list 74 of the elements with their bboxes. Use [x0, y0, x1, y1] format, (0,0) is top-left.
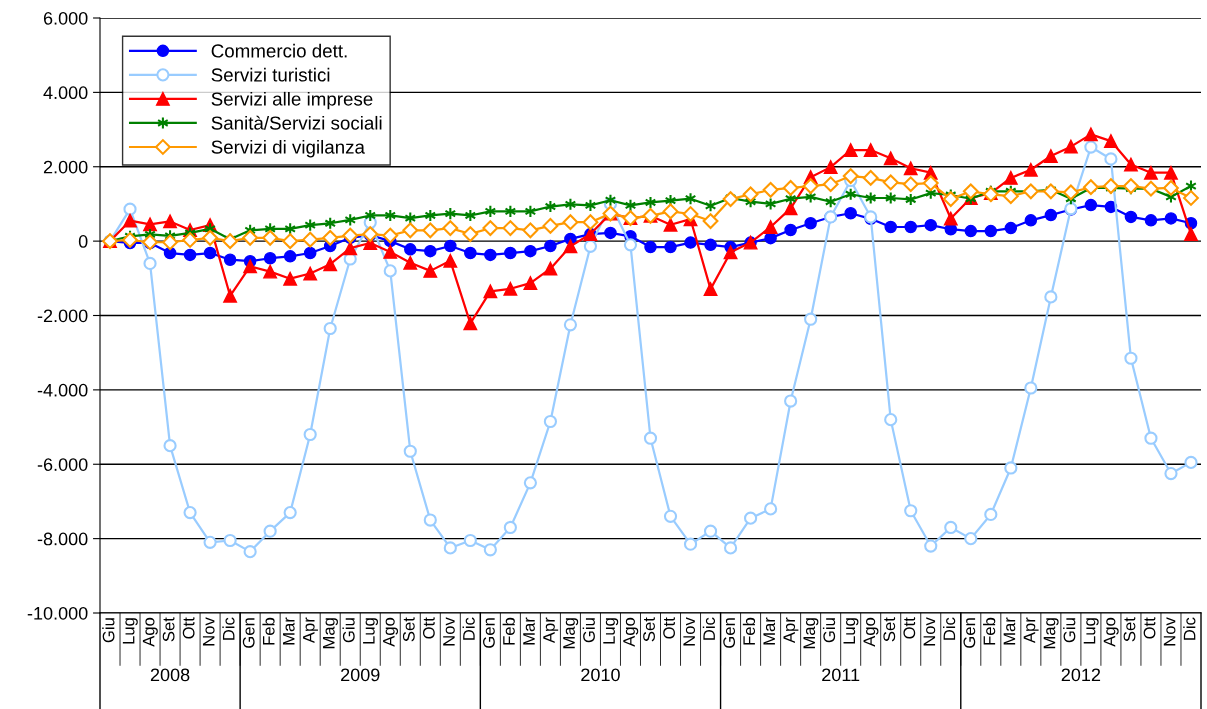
x-tick-label: Mag [803, 618, 819, 649]
x-tick-label: Giu [342, 618, 355, 643]
x-tick-label: Set [883, 617, 896, 642]
x-tick-label: Apr [1023, 617, 1039, 644]
x-tick-label: Lug [843, 618, 859, 644]
x-tick-label: Giu [1063, 618, 1076, 643]
x-tick-label: Ott [1143, 617, 1156, 639]
x-tick-label: Mar [763, 617, 776, 645]
x-tick-label: Nov [923, 617, 936, 646]
x-tick-label: Ott [903, 617, 916, 639]
text: 2012 [1061, 668, 1101, 682]
y-tick-label: -6.000 [37, 458, 88, 471]
y-tick-label: -2.000 [37, 309, 88, 323]
x-tick-label: Dic [462, 617, 475, 640]
legend-label: Servizi di vigilanza [211, 139, 365, 158]
y-tick-label: -8.000 [37, 532, 88, 546]
x-tick-label: Dic [943, 617, 956, 640]
x-tick-label: Feb [983, 617, 996, 645]
x-tick-label: Mag [563, 618, 579, 649]
x-tick-label: Ott [422, 617, 435, 639]
text: 2009 [341, 668, 380, 682]
x-tick-label: Nov [443, 617, 455, 646]
x-tick-label: Nov [1163, 617, 1176, 646]
x-tick-label: Feb [742, 617, 756, 645]
x-tick-label: Mag [1043, 618, 1059, 649]
x-tick-label: Dic [222, 617, 235, 640]
legend-label: Commercio dett. [211, 43, 347, 58]
x-tick-label: Mar [283, 617, 295, 645]
y-tick-label: 0 [78, 235, 88, 248]
x-tick-label: Lug [1083, 618, 1099, 644]
x-tick-label: Gen [483, 618, 495, 648]
x-tick-label: Set [643, 617, 655, 642]
x-tick-label: Apr [543, 617, 559, 644]
x-tick-label: Feb [262, 617, 275, 645]
x-tick-label: Dic [702, 617, 716, 640]
x-tick-label: Ago [1103, 617, 1119, 647]
x-tick-label: Mag [323, 618, 338, 649]
x-tick-label: Set [1123, 617, 1136, 642]
x-tick-label: Feb [502, 617, 515, 645]
y-tick-label: -10.000 [27, 606, 88, 620]
x-tick-label: Set [162, 617, 175, 642]
x-tick-label: Nov [683, 617, 696, 646]
x-tick-label: Apr [783, 617, 799, 644]
x-tick-label: Ago [383, 617, 399, 647]
x-tick-label: Giu [822, 618, 836, 643]
x-tick-label: Gen [242, 618, 255, 648]
legend-label: Sanità/Servizi sociali [211, 115, 382, 130]
x-tick-label: Mar [1003, 617, 1016, 645]
legend-label: Servizi turistici [211, 67, 330, 82]
x-tick-label: Ott [663, 617, 675, 639]
legend-label: Servizi alle imprese [211, 91, 373, 110]
x-tick-label: Giu [582, 618, 595, 643]
x-tick-label: Gen [963, 618, 976, 648]
text: 2011 [822, 668, 860, 682]
x-tick-label: Ago [623, 617, 639, 647]
x-tick-label: Ott [182, 617, 195, 639]
y-tick-label: -4.000 [37, 383, 88, 397]
x-tick-label: Lug [363, 618, 379, 644]
x-tick-label: Ago [863, 617, 879, 647]
x-tick-label: Ago [142, 617, 158, 647]
x-tick-label: Lug [122, 618, 138, 644]
x-tick-label: Apr [303, 617, 318, 644]
x-tick-label: Mar [523, 617, 535, 645]
x-tick-label: Dic [1183, 617, 1196, 640]
x-tick-label: Giu [102, 618, 115, 643]
x-tick-label: Set [402, 617, 415, 642]
text: 2008 [150, 668, 190, 682]
y-tick-label: 2.000 [43, 160, 88, 174]
x-tick-label: Nov [202, 617, 215, 646]
text: 2010 [581, 668, 620, 682]
y-tick-label: 4.000 [43, 86, 88, 100]
y-tick-label: 6.000 [43, 11, 88, 25]
x-tick-label: Gen [723, 618, 736, 648]
x-tick-label: Lug [603, 618, 619, 644]
